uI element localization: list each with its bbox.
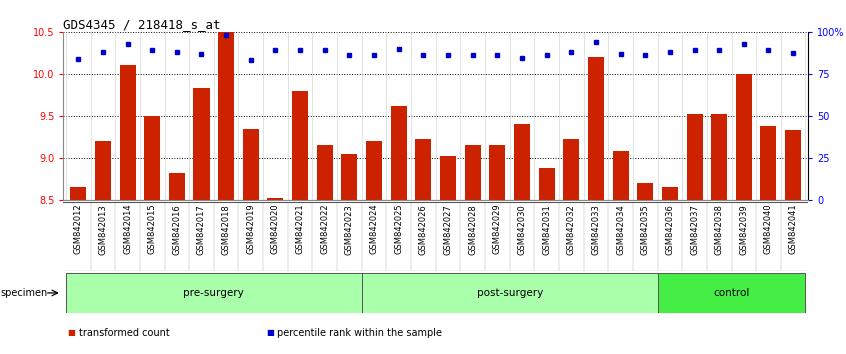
Bar (440, 156, 456, 354)
Text: GSM842017: GSM842017 (197, 204, 206, 255)
Text: GSM842020: GSM842020 (271, 204, 280, 255)
Text: GSM842034: GSM842034 (616, 204, 625, 255)
Text: GSM842030: GSM842030 (518, 204, 526, 255)
Text: ■: ■ (266, 328, 274, 337)
Bar (342, 154, 357, 354)
Text: GSM842038: GSM842038 (715, 204, 723, 255)
Bar (316, 145, 332, 354)
Text: GSM842016: GSM842016 (173, 204, 181, 255)
Bar (169, 173, 185, 354)
Bar (588, 57, 604, 354)
Text: GSM842024: GSM842024 (370, 204, 378, 255)
Bar (563, 139, 580, 354)
Text: transformed count: transformed count (79, 328, 169, 338)
Text: GSM842031: GSM842031 (542, 204, 551, 255)
Text: GSM842015: GSM842015 (148, 204, 157, 255)
Text: control: control (713, 288, 750, 298)
Text: GSM842035: GSM842035 (640, 204, 650, 255)
Bar (613, 151, 629, 354)
Text: GSM842014: GSM842014 (123, 204, 132, 255)
Text: GDS4345 / 218418_s_at: GDS4345 / 218418_s_at (63, 18, 221, 31)
Text: GSM842021: GSM842021 (295, 204, 305, 255)
Text: GSM842041: GSM842041 (788, 204, 798, 255)
Bar (785, 130, 801, 354)
Text: GSM842033: GSM842033 (591, 204, 601, 255)
Bar (686, 114, 702, 354)
Text: specimen: specimen (1, 288, 48, 298)
Bar (761, 126, 777, 354)
Text: GSM842018: GSM842018 (222, 204, 231, 255)
Bar (539, 168, 555, 354)
Bar (662, 187, 678, 354)
Text: percentile rank within the sample: percentile rank within the sample (277, 328, 442, 338)
Text: GSM842012: GSM842012 (74, 204, 83, 255)
Bar (194, 88, 210, 354)
Bar (267, 198, 283, 354)
Bar (366, 141, 382, 354)
Text: GSM842032: GSM842032 (567, 204, 576, 255)
Text: GSM842026: GSM842026 (419, 204, 428, 255)
Bar (292, 91, 308, 354)
Text: GSM842039: GSM842039 (739, 204, 749, 255)
Bar (144, 116, 160, 354)
Text: GSM842036: GSM842036 (666, 204, 674, 255)
Text: GSM842029: GSM842029 (493, 204, 502, 255)
Bar (657, 273, 805, 313)
Text: GSM842027: GSM842027 (443, 204, 453, 255)
Text: pre-surgery: pre-surgery (184, 288, 244, 298)
Bar (711, 114, 728, 354)
Bar (464, 145, 481, 354)
Text: GSM842040: GSM842040 (764, 204, 773, 255)
Bar (514, 124, 530, 354)
Text: GSM842037: GSM842037 (690, 204, 699, 255)
Bar (95, 141, 111, 354)
Text: GSM842013: GSM842013 (98, 204, 107, 255)
Bar (243, 129, 259, 354)
Bar (70, 187, 86, 354)
Bar (391, 106, 407, 354)
Text: GSM842025: GSM842025 (394, 204, 404, 255)
Bar (119, 65, 135, 354)
Bar (218, 32, 234, 354)
Bar (489, 145, 505, 354)
Bar (66, 273, 362, 313)
Text: GSM842019: GSM842019 (246, 204, 255, 255)
Bar (362, 273, 657, 313)
Bar (637, 183, 653, 354)
Text: post-surgery: post-surgery (476, 288, 543, 298)
Text: GSM842028: GSM842028 (468, 204, 477, 255)
Bar (415, 139, 431, 354)
Text: GSM842022: GSM842022 (321, 204, 329, 255)
Bar (736, 74, 752, 354)
Text: GSM842023: GSM842023 (345, 204, 354, 255)
Text: ■: ■ (68, 328, 75, 337)
